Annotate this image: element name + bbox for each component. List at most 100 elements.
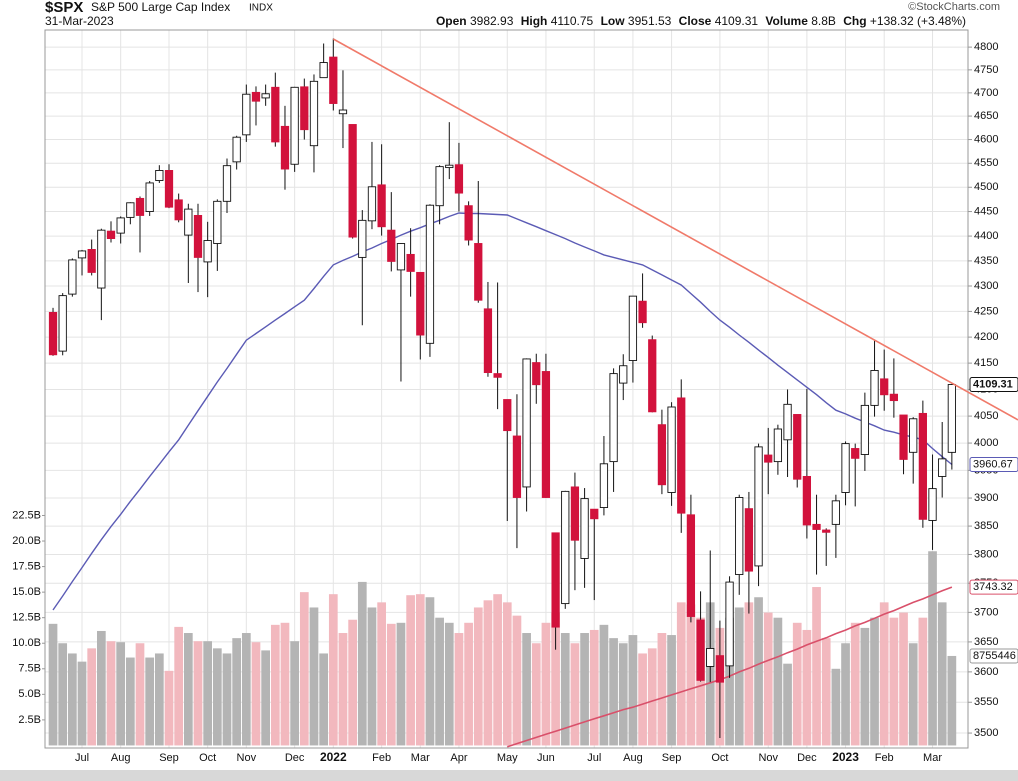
candle-body	[638, 300, 647, 324]
symbol: $SPX	[45, 0, 83, 16]
candle-body	[222, 165, 232, 202]
ma-label: 3960.67	[973, 458, 1013, 470]
candle-body	[677, 397, 686, 514]
y-tick-label: 3600	[974, 666, 998, 678]
volume-tick-label: 7.5B	[18, 663, 41, 675]
y-tick-label: 4150	[974, 357, 998, 369]
last-close-label: 4109.31	[973, 378, 1013, 390]
trendline	[332, 38, 1018, 421]
candle-body	[812, 523, 821, 530]
volume-bar	[406, 595, 415, 746]
y-tick-label: 3650	[974, 636, 998, 648]
candle-body	[667, 406, 676, 493]
candle-body	[831, 500, 841, 525]
volume-bar	[261, 650, 270, 746]
ma2-label-box	[969, 579, 1018, 595]
volume-bar	[618, 643, 628, 746]
candle-body	[135, 197, 145, 216]
candle-body	[396, 243, 406, 271]
candle-body	[193, 215, 203, 258]
last-close-label-box	[969, 377, 1018, 393]
candle-body	[532, 362, 541, 386]
volume-bar	[299, 592, 309, 746]
x-tick-label: Feb	[372, 752, 391, 764]
candle-body	[918, 412, 927, 520]
volume-bar	[850, 622, 860, 746]
volume-bar	[870, 617, 879, 746]
volume-label-box	[969, 648, 1018, 664]
volume-bar	[96, 630, 106, 746]
volume-bar	[232, 638, 242, 746]
y-tick-label: 3500	[974, 727, 998, 739]
volume-bar	[783, 663, 792, 746]
label: Chg	[843, 14, 866, 28]
plot	[45, 30, 968, 748]
volume-bar	[116, 642, 126, 746]
volume-tick-label: 15.0B	[12, 586, 41, 598]
candle-body	[628, 295, 638, 361]
candle-body	[609, 373, 618, 463]
volume-bar	[541, 622, 551, 746]
candle-body	[851, 448, 860, 459]
volume-bar	[309, 607, 319, 746]
volume-bar	[889, 617, 899, 746]
candle-body	[899, 414, 908, 460]
date: 31-Mar-2023	[45, 14, 114, 28]
candle-body	[880, 378, 889, 396]
volume-bar	[280, 622, 290, 746]
candle-body	[174, 199, 183, 221]
volume-bar	[512, 615, 522, 746]
candle-body	[619, 365, 628, 384]
volume-tick-label: 12.5B	[12, 612, 41, 624]
volume-bar	[222, 653, 232, 746]
candle-body	[493, 373, 502, 378]
x-tick-label: Oct	[199, 752, 216, 764]
candle-body	[464, 205, 473, 241]
candle-body	[580, 498, 589, 559]
volume-bar	[444, 622, 454, 746]
volume-tick-label: 5.0B	[18, 688, 41, 700]
source: ©StockCharts.com	[908, 1, 1000, 13]
candle-body	[889, 393, 898, 402]
candle-body	[68, 259, 77, 295]
volume-bar	[763, 612, 773, 746]
candle-body	[77, 250, 87, 259]
candle-body	[541, 371, 551, 498]
candle-body	[164, 170, 174, 208]
candle-body	[648, 339, 657, 413]
candle-body	[570, 486, 580, 541]
y-tick-label: 4250	[974, 305, 998, 317]
volume-bar	[667, 635, 676, 746]
x-tick-label: Sep	[662, 752, 682, 764]
value: 8.8B	[811, 14, 836, 28]
volume-bar	[551, 612, 560, 746]
candle-body	[232, 136, 241, 163]
volume-bar	[415, 594, 425, 746]
candle-body	[203, 240, 212, 263]
candle-body	[184, 208, 193, 236]
candle-body	[377, 184, 386, 228]
volume-bar	[812, 587, 821, 746]
y-tick-label: 4300	[974, 280, 998, 292]
candle-body	[116, 217, 125, 234]
x-tick-label: Nov	[758, 752, 778, 764]
candle-body	[58, 295, 67, 352]
y-tick-label: 4200	[974, 331, 998, 343]
label: High	[521, 14, 548, 28]
candle-body	[367, 186, 377, 222]
volume-bar	[589, 629, 599, 746]
y-tick-label: 4050	[974, 410, 998, 422]
x-tick-label: Jul	[75, 752, 89, 764]
volume-bar	[77, 661, 87, 746]
volume-bar	[696, 617, 705, 746]
x-tick-label: Mar	[411, 752, 430, 764]
volume-bar	[918, 617, 928, 746]
x-tick-label: Nov	[237, 752, 257, 764]
candle-body	[706, 648, 715, 667]
y-tick-label: 4400	[974, 230, 998, 242]
candle-body	[309, 80, 319, 147]
candle-body	[454, 164, 464, 194]
volume-bar	[68, 653, 77, 746]
ma-label-box	[969, 457, 1018, 473]
volume-bar	[493, 594, 502, 746]
